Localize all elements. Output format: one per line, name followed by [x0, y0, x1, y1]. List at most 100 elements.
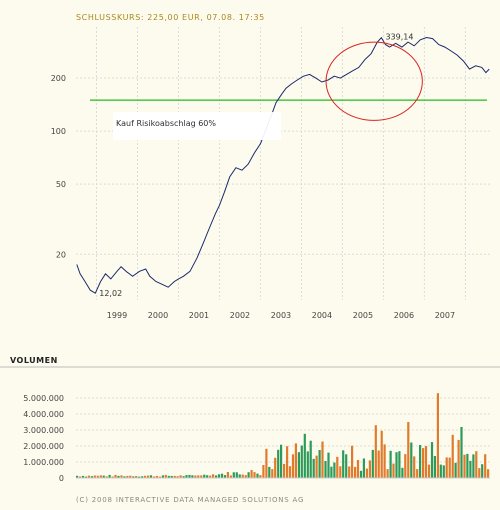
vol-y-tick-label: 2.000.000 — [23, 442, 64, 451]
x-tick-label: 2007 — [435, 311, 455, 320]
volume-bar — [197, 475, 200, 478]
volume-bar — [212, 474, 215, 478]
volume-bar — [99, 475, 102, 478]
volume-bar — [303, 433, 306, 478]
volume-bar — [475, 451, 478, 478]
volume-bar — [132, 476, 135, 478]
volume-bar — [454, 462, 457, 478]
volume-bar — [439, 464, 442, 478]
volume-bar — [359, 470, 363, 478]
x-tick-label: 2000 — [148, 311, 168, 320]
volume-bar — [232, 472, 235, 478]
volume-bar — [392, 463, 395, 478]
volume-bar — [268, 466, 271, 478]
volume-bar — [339, 466, 342, 478]
volume-bar — [93, 475, 96, 478]
volume-bar — [182, 476, 185, 478]
volume-bar — [342, 450, 345, 478]
volume-bar — [348, 466, 351, 478]
volume-bar — [170, 475, 173, 478]
volume-bar — [333, 462, 336, 478]
volume-bar — [135, 476, 138, 478]
volume-bar — [315, 455, 318, 478]
volume-bar — [291, 454, 295, 478]
volume-bar — [155, 475, 158, 478]
volume-bar — [79, 476, 82, 478]
volume-bar — [472, 454, 475, 478]
volume-bar — [194, 475, 197, 478]
volume-bar — [265, 448, 268, 478]
volume-bar — [286, 446, 289, 478]
buy-risk-label-overlay: Kauf Risikoabschlag 60% — [116, 119, 216, 128]
volume-bar — [123, 476, 126, 478]
volume-bar — [386, 469, 389, 478]
volume-bar — [209, 475, 212, 478]
volume-bar — [413, 456, 416, 478]
volume-bar — [318, 450, 321, 478]
vol-y-tick-label: 3.000.000 — [23, 426, 64, 435]
volume-bar — [141, 476, 144, 478]
volume-bar — [215, 475, 218, 478]
volume-bar — [419, 445, 422, 478]
volume-bar — [152, 476, 156, 478]
x-tick-label: 2005 — [353, 311, 373, 320]
volume-bar — [250, 470, 253, 478]
volume-bar — [76, 475, 79, 478]
volume-bar — [158, 476, 161, 478]
volume-bar — [427, 464, 431, 478]
volume-title: VOLUMEN — [10, 356, 58, 365]
volume-bar — [120, 475, 123, 478]
volume-bar — [460, 427, 463, 478]
volume-bar — [235, 472, 238, 478]
volume-bar — [466, 453, 469, 478]
volume-bar — [96, 475, 99, 478]
volume-bar — [433, 456, 436, 478]
volume-bar — [410, 442, 413, 478]
volume-bar — [176, 476, 179, 478]
volume-bar — [220, 473, 224, 478]
volume-bar — [244, 475, 247, 478]
chart-header: SCHLUSSKURS: 225,00 EUR, 07.08. 17:35 — [76, 13, 265, 22]
volume-bar — [354, 466, 357, 478]
volume-bar — [469, 460, 472, 478]
volume-bar — [380, 430, 383, 478]
volume-bar — [368, 460, 371, 478]
volume-bar — [487, 469, 490, 478]
volume-bar — [149, 475, 153, 478]
volume-bar — [398, 451, 401, 478]
volume-bar — [401, 467, 404, 478]
vol-y-tick-label: 0 — [59, 474, 64, 483]
volume-bar — [203, 474, 206, 478]
volume-bar — [330, 466, 333, 478]
volume-bar — [277, 449, 280, 478]
volume-bar — [241, 474, 244, 478]
volume-bar — [351, 445, 354, 478]
volume-bar — [321, 441, 324, 478]
volume-bar — [217, 474, 221, 478]
volume-bar — [226, 472, 229, 478]
vol-y-tick-label: 5.000.000 — [23, 394, 64, 403]
volume-bar — [271, 469, 274, 478]
volume-bar — [481, 464, 484, 478]
volume-bar — [457, 439, 460, 478]
price-chart: 20 50 100 200 1999 2000 2001 2002 2003 2004 2005 20… — [51, 27, 490, 320]
volume-bar — [229, 475, 232, 478]
volume-bar — [445, 457, 448, 478]
volume-bar — [105, 476, 108, 478]
volume-bar — [147, 475, 150, 478]
y-tick-label: 100 — [51, 127, 66, 136]
volume-bar — [294, 443, 297, 478]
y-tick-label: 200 — [51, 74, 66, 83]
vol-y-tick-label: 4.000.000 — [23, 410, 64, 419]
volume-bar — [356, 460, 360, 478]
highlight-ellipse — [325, 41, 423, 121]
x-tick-label: 2004 — [312, 311, 332, 320]
volume-bar — [167, 475, 170, 478]
volume-bar — [374, 425, 377, 478]
volume-bar — [253, 472, 256, 478]
volume-bar — [283, 463, 286, 478]
volume-bar — [223, 475, 227, 478]
volume-bar — [422, 448, 425, 478]
vol-y-tick-label: 1.000.000 — [23, 458, 64, 467]
